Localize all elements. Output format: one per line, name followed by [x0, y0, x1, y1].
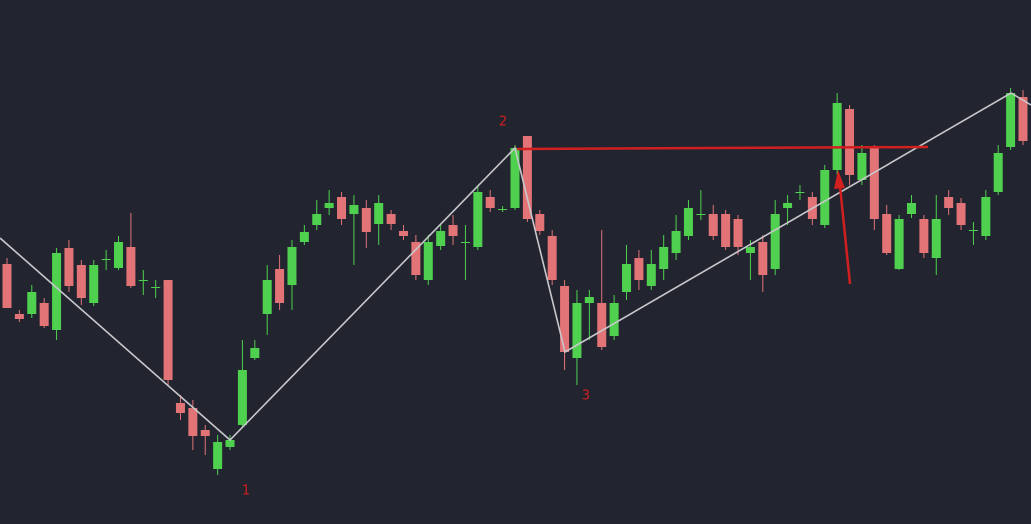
candle-body — [894, 219, 904, 269]
candle-body — [956, 203, 966, 225]
candle-body — [324, 203, 334, 208]
candle-body — [14, 314, 24, 319]
candle-body — [733, 219, 743, 247]
candle-body — [460, 242, 470, 243]
candle-body — [225, 440, 235, 447]
candle-body — [547, 236, 557, 280]
candle-body — [163, 280, 173, 380]
candle-body — [337, 197, 347, 219]
candles — [2, 88, 1028, 475]
candle-body — [968, 230, 978, 231]
candle-body — [436, 231, 446, 246]
candle-body — [572, 303, 582, 358]
candle-body — [52, 253, 62, 330]
candle-body — [510, 148, 520, 208]
candle-body — [659, 247, 669, 269]
candle-body — [671, 231, 681, 253]
candle-body — [721, 214, 731, 247]
candle-body — [646, 264, 656, 286]
candle-body — [845, 109, 855, 175]
candle-body — [275, 269, 285, 303]
candle-body — [39, 303, 49, 326]
candle-body — [349, 205, 359, 214]
candle-body — [919, 219, 929, 253]
candle-body — [250, 348, 260, 358]
candle-body — [906, 203, 916, 214]
candle-body — [485, 197, 495, 208]
candle-body — [560, 286, 570, 352]
candle-body — [411, 242, 421, 275]
candle-body — [522, 136, 532, 219]
candle-body — [287, 247, 297, 285]
candle-body — [423, 242, 433, 280]
candle-body — [683, 208, 693, 236]
candle-body — [882, 214, 892, 253]
candle-body — [584, 297, 594, 303]
candle-body — [535, 214, 545, 231]
candle-body — [312, 214, 322, 225]
candle-body — [696, 214, 706, 215]
annotation: 3 — [582, 389, 590, 404]
candle-body — [758, 242, 768, 275]
candle-body — [869, 148, 879, 219]
zigzag-line — [0, 92, 1031, 442]
resistance-line — [516, 145, 929, 151]
candle-body — [213, 442, 223, 469]
candle-body — [944, 197, 954, 208]
candle-body — [609, 303, 619, 336]
arrow-shaft — [838, 185, 852, 285]
candle-body — [151, 287, 161, 288]
candle-body — [138, 280, 148, 281]
candle-body — [64, 248, 74, 286]
candle-body — [89, 265, 99, 303]
candle-body — [981, 197, 991, 236]
candle-body — [27, 292, 37, 314]
candle-body — [76, 265, 86, 298]
candle-body — [745, 247, 755, 253]
candle-body — [237, 370, 247, 425]
candle-body — [622, 264, 632, 292]
candle-body — [101, 259, 111, 260]
candle-body — [993, 153, 1003, 192]
candle-body — [473, 192, 483, 247]
candle-body — [857, 153, 867, 180]
candle-body — [931, 219, 941, 258]
candle-body — [114, 242, 124, 268]
candle-body — [708, 214, 718, 236]
candle-body — [262, 280, 272, 314]
candle-body — [126, 247, 136, 286]
annotation: 2 — [499, 115, 507, 130]
candle-body — [386, 214, 396, 224]
candle-body — [175, 403, 185, 413]
candle-body — [448, 225, 458, 236]
candle-body — [398, 231, 408, 236]
candle-body — [374, 203, 384, 224]
candle-body — [795, 192, 805, 193]
candle-body — [1018, 97, 1028, 141]
candle-body — [1006, 93, 1016, 147]
candle-body — [770, 214, 780, 269]
candle-body — [299, 232, 309, 242]
candle-body — [498, 209, 508, 210]
candle-body — [2, 264, 12, 308]
candle-body — [361, 208, 371, 232]
candle-body — [188, 408, 198, 436]
candle-body — [832, 103, 842, 170]
candle-body — [820, 170, 830, 225]
annotation: 1 — [242, 484, 250, 499]
candle-body — [200, 430, 210, 436]
arrow-head — [834, 170, 845, 189]
candle-body — [783, 203, 793, 208]
candle-body — [634, 258, 644, 280]
candle-body — [597, 303, 607, 347]
